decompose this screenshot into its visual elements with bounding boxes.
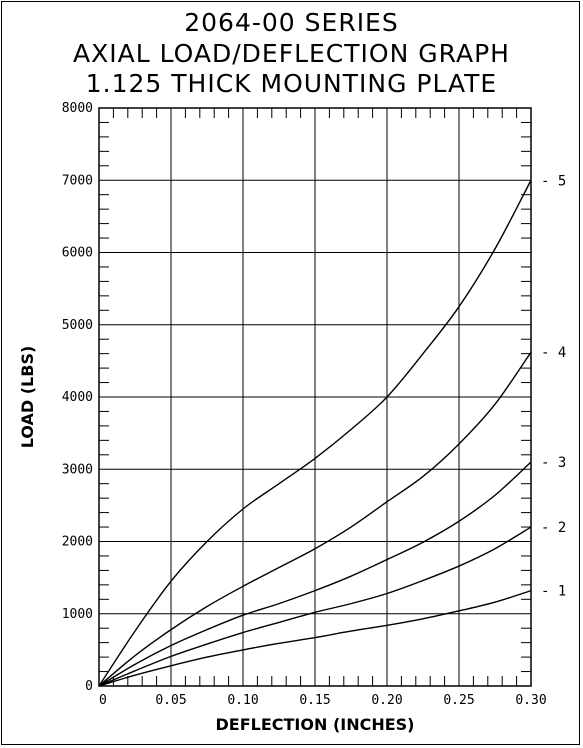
chart-title-line-1: 2064-00 SERIES (184, 8, 399, 37)
x-tick-label: 0 (99, 693, 107, 708)
y-tick-labels: 0 1000 2000 3000 4000 5000 6000 7000 8000 (62, 101, 93, 694)
curves (98, 179, 532, 687)
minor-ticks (99, 108, 531, 686)
curve-line-2 (98, 526, 532, 687)
curve-line-1 (98, 589, 532, 687)
curve-line-3 (98, 461, 532, 687)
y-tick-label: 2000 (62, 535, 93, 550)
y-tick-label: 0 (85, 679, 93, 694)
x-tick-label: 0.20 (371, 693, 402, 708)
y-tick-label: 1000 (62, 607, 93, 622)
curve-labels: - 1 - 2 - 3 - 4 - 5 (541, 173, 566, 599)
chart-title-line-2: AXIAL LOAD/DEFLECTION GRAPH (73, 39, 510, 68)
curve-label-2: - 2 (541, 520, 566, 536)
chart-title-line-3: 1.125 THICK MOUNTING PLATE (85, 69, 498, 98)
y-axis-title: LOAD (LBS) (18, 346, 37, 449)
curve-line-4 (98, 351, 532, 687)
x-tick-label: 0.25 (443, 693, 474, 708)
x-axis-title: DEFLECTION (INCHES) (216, 715, 415, 734)
curve-label-1: - 1 (541, 584, 566, 600)
y-tick-label: 4000 (62, 390, 93, 405)
curve-label-3: - 3 (541, 455, 566, 471)
x-tick-label: 0.30 (515, 693, 546, 708)
y-tick-label: 3000 (62, 462, 93, 477)
x-tick-labels: 0 0.05 0.10 0.15 0.20 0.25 0.30 (99, 693, 547, 708)
x-tick-label: 0.10 (227, 693, 258, 708)
y-tick-label: 7000 (62, 173, 93, 188)
x-tick-label: 0.05 (155, 693, 186, 708)
y-tick-label: 6000 (62, 246, 93, 261)
plot-area-border (98, 107, 532, 687)
curve-line-5 (98, 179, 532, 687)
y-tick-label: 8000 (62, 101, 93, 116)
y-tick-label: 5000 (62, 318, 93, 333)
curve-label-5: - 5 (541, 173, 566, 189)
curve-label-4: - 4 (541, 345, 566, 361)
x-tick-label: 0.15 (299, 693, 330, 708)
grid (99, 108, 531, 686)
